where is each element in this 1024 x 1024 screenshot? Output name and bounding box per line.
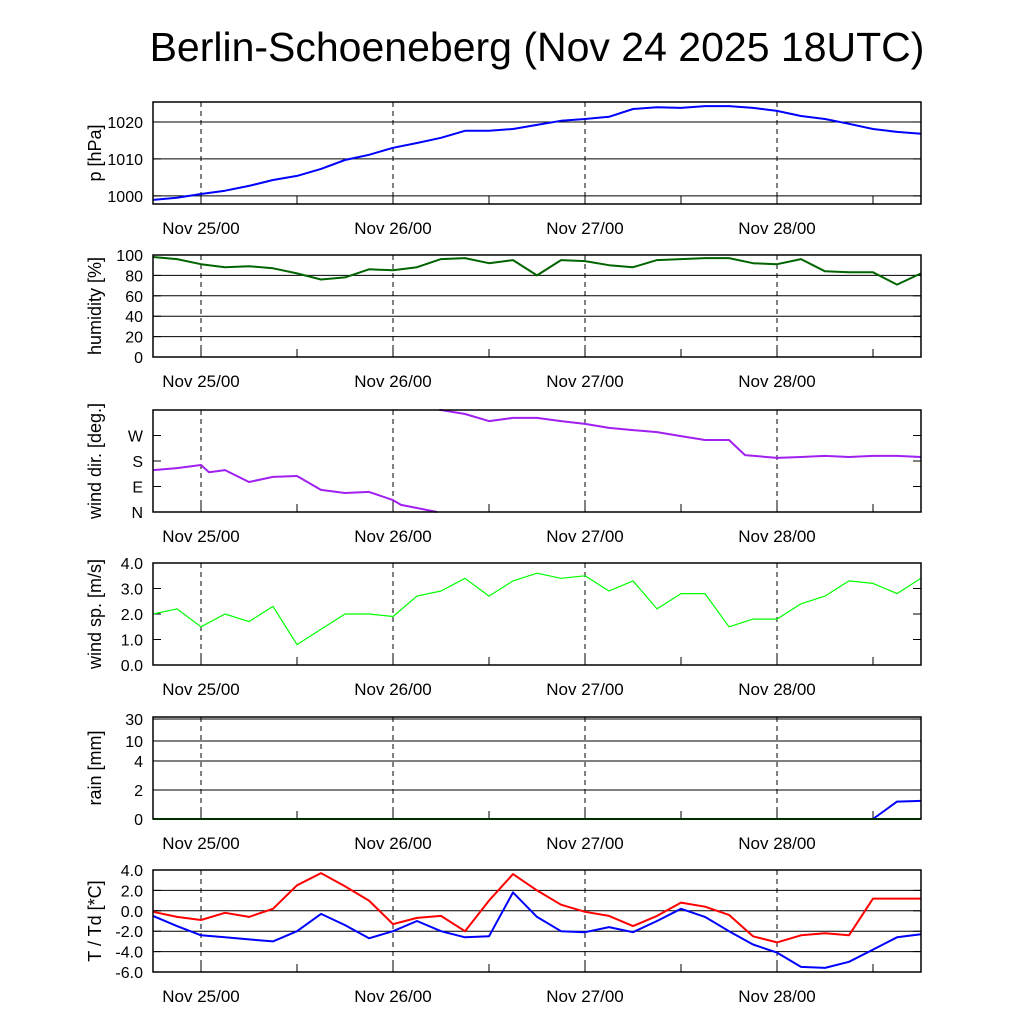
x-tick-label: Nov 27/00 — [546, 219, 624, 238]
panel-rain: 0 2 4 10 30 Nov 25/00 Nov 26/00 Nov 27/00 Nov 28… — [85, 712, 922, 853]
y-tick-label: W — [128, 429, 144, 446]
y-tick-label: 0.0 — [121, 904, 143, 921]
x-tick-label: Nov 25/00 — [162, 680, 240, 699]
y-axis-label: wind dir. [deg.] — [85, 403, 105, 520]
y-tick-label: 2.0 — [121, 883, 143, 900]
series-accumulated-rain — [153, 799, 922, 820]
x-tick-label: Nov 25/00 — [162, 219, 240, 238]
y-tick-label: -4.0 — [115, 945, 143, 962]
panel-frame — [152, 716, 922, 820]
panel-frame — [152, 409, 922, 513]
y-axis-label: p [hPa] — [85, 124, 105, 181]
series-temperature — [152, 872, 921, 944]
y-tick-label: 0 — [134, 350, 143, 367]
y-axis-label: humidity [%] — [85, 257, 105, 355]
x-tick-label: Nov 25/00 — [162, 527, 240, 546]
x-tick-label: Nov 27/00 — [546, 680, 624, 699]
y-tick-label: 1.0 — [121, 633, 143, 650]
y-tick-label: 30 — [125, 712, 143, 729]
y-tick-label: N — [131, 505, 143, 522]
x-tick-label: Nov 28/00 — [738, 680, 816, 699]
x-tick-label: Nov 26/00 — [354, 219, 432, 238]
x-tick-label: Nov 27/00 — [546, 372, 624, 391]
panel-pressure: 1000 1010 1020 Nov 25/00 Nov 26/00 Nov 27/00 N… — [85, 101, 922, 238]
y-tick-label: 4.0 — [121, 556, 143, 573]
y-tick-label: -2.0 — [115, 924, 143, 941]
panel-frame — [152, 869, 922, 973]
y-tick-label: 1010 — [107, 152, 143, 169]
x-tick-label: Nov 28/00 — [738, 527, 816, 546]
x-tick-label: Nov 28/00 — [738, 219, 816, 238]
series-wind-direction — [152, 409, 922, 513]
y-tick-label: 0 — [134, 812, 143, 829]
x-tick-label: Nov 26/00 — [354, 680, 432, 699]
panel-frame — [152, 562, 922, 666]
y-tick-label: 10 — [125, 734, 143, 751]
y-tick-label: 60 — [125, 289, 143, 306]
panel-humidity: 0 20 40 60 80 100 Nov 25/00 Nov 26/00 Nov 27/00 N… — [85, 248, 922, 391]
panel-wind_speed: 0.0 1.0 2.0 3.0 4.0 Nov 25/00 Nov 26/00 Nov 27/… — [85, 556, 922, 699]
y-tick-label: 1000 — [107, 189, 143, 206]
y-tick-label: 2 — [134, 783, 143, 800]
series-dew-point — [152, 891, 922, 969]
x-tick-label: Nov 27/00 — [546, 527, 624, 546]
x-tick-label: Nov 27/00 — [546, 987, 624, 1006]
y-tick-label: 3.0 — [121, 582, 143, 599]
y-tick-label: 4.0 — [121, 863, 143, 880]
y-tick-label: 20 — [125, 330, 143, 347]
x-tick-label: Nov 28/00 — [738, 834, 816, 853]
x-tick-label: Nov 28/00 — [738, 987, 816, 1006]
x-tick-label: Nov 25/00 — [162, 987, 240, 1006]
x-tick-label: Nov 25/00 — [162, 834, 240, 853]
y-axis-label: T / Td [*C] — [85, 880, 105, 961]
chart-title: Berlin-Schoeneberg (Nov 24 2025 18UTC) — [149, 24, 925, 70]
x-tick-label: Nov 26/00 — [354, 527, 432, 546]
y-axis-label: rain [mm] — [85, 730, 105, 805]
y-axis-label: wind sp. [m/s] — [85, 559, 105, 670]
y-tick-label: 4 — [134, 754, 143, 771]
x-tick-label: Nov 26/00 — [354, 987, 432, 1006]
x-tick-label: Nov 26/00 — [354, 834, 432, 853]
x-tick-label: Nov 27/00 — [546, 834, 624, 853]
y-tick-label: 2.0 — [121, 607, 143, 624]
y-tick-label: 0.0 — [121, 658, 143, 675]
y-tick-label: 80 — [125, 268, 143, 285]
y-tick-label: S — [132, 454, 143, 471]
x-tick-label: Nov 25/00 — [162, 372, 240, 391]
series-pressure — [152, 105, 922, 201]
panel-frame — [152, 254, 922, 358]
series-wind-speed — [152, 572, 922, 646]
panel-temperature: -6.0 -4.0 -2.0 0.0 2.0 4.0 Nov 25/00 Nov 26/00 N… — [85, 863, 922, 1006]
x-tick-label: Nov 26/00 — [354, 372, 432, 391]
y-tick-label: 100 — [116, 248, 143, 265]
y-tick-label: 1020 — [107, 115, 143, 132]
panel-frame — [152, 101, 922, 205]
y-tick-label: E — [132, 480, 143, 497]
series-humidity — [152, 256, 922, 286]
x-tick-label: Nov 28/00 — [738, 372, 816, 391]
y-tick-label: 40 — [125, 309, 143, 326]
y-tick-label: -6.0 — [115, 965, 143, 982]
